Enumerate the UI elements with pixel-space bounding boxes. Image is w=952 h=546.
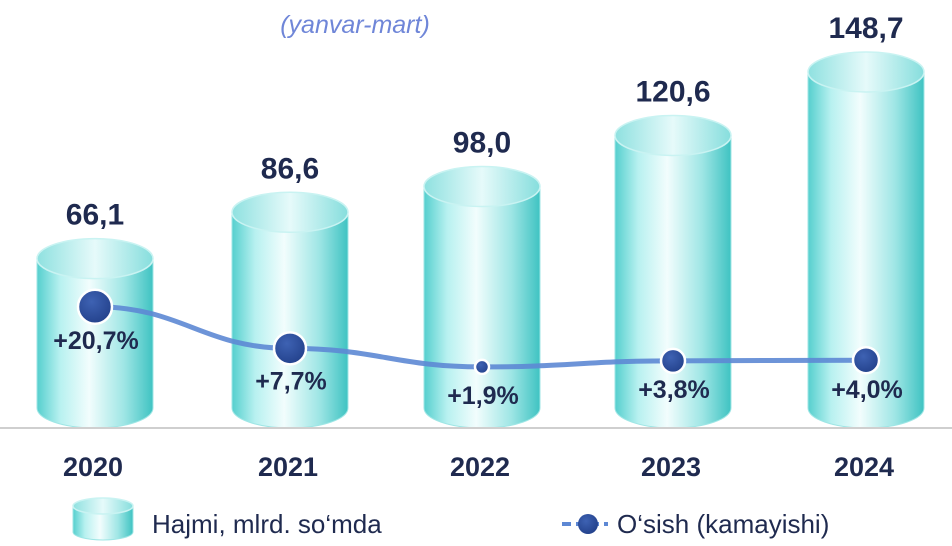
bar-value-label: 86,6 — [261, 152, 319, 185]
bar-2024 — [807, 51, 925, 429]
bar-2021 — [231, 191, 349, 429]
x-tick-label: 2021 — [258, 452, 318, 482]
x-tick-label: 2022 — [450, 452, 510, 482]
growth-marker — [272, 331, 308, 366]
bar-value-label: 66,1 — [66, 199, 124, 232]
legend-cylinder-swatch — [72, 497, 134, 541]
legend-cylinder — [72, 497, 134, 541]
growth-value-label: +4,0% — [831, 376, 903, 404]
bar-2021-top — [231, 191, 349, 234]
bar-2021-body — [231, 211, 349, 429]
legend-label-volume: Hajmi, mlrd. so‘mda — [152, 509, 382, 539]
legend-cylinder-top — [72, 497, 134, 515]
bar-2024-body — [807, 71, 925, 429]
bar-2023-top — [614, 114, 732, 157]
bar-2023 — [614, 114, 732, 429]
bar-value-label: 148,7 — [828, 12, 903, 45]
growth-marker — [76, 288, 114, 326]
growth-value-label: +7,7% — [255, 367, 327, 395]
legend-item-volume: Hajmi, mlrd. so‘mda — [72, 497, 382, 541]
growth-marker — [473, 358, 491, 376]
growth-labels: +20,7% +7,7% +1,9% +3,8% +4,0% — [53, 327, 903, 410]
legend-label-growth: O‘sish (kamayishi) — [617, 509, 829, 539]
x-tick-label: 2023 — [641, 452, 701, 482]
growth-marker — [851, 345, 881, 375]
bar-value-label: 98,0 — [453, 127, 511, 160]
chart-subtitle: (yanvar-mart) — [280, 11, 430, 39]
legend-marker-swatch — [578, 514, 598, 534]
bar-2020 — [36, 237, 154, 429]
bar-2020-top — [36, 237, 154, 280]
legend-cylinder-body — [72, 505, 134, 541]
bar-value-label: 120,6 — [635, 75, 710, 108]
bar-value-labels: 66,1 86,6 98,0 120,6 148,7 — [66, 12, 904, 232]
legend: Hajmi, mlrd. so‘mda O‘sish (kamayishi) — [72, 497, 829, 541]
bar-2022-top — [423, 165, 541, 208]
growth-marker — [659, 347, 687, 375]
growth-value-label: +20,7% — [53, 327, 139, 355]
growth-value-label: +1,9% — [447, 382, 519, 410]
x-tick-labels: 2020 2021 2022 2023 2024 — [63, 452, 894, 482]
legend-item-growth: O‘sish (kamayishi) — [562, 509, 829, 539]
growth-line-series — [76, 288, 881, 376]
bar-2024-top — [807, 51, 925, 93]
x-tick-label: 2020 — [63, 452, 123, 482]
growth-value-label: +3,8% — [638, 376, 710, 404]
x-tick-label: 2024 — [834, 452, 894, 482]
